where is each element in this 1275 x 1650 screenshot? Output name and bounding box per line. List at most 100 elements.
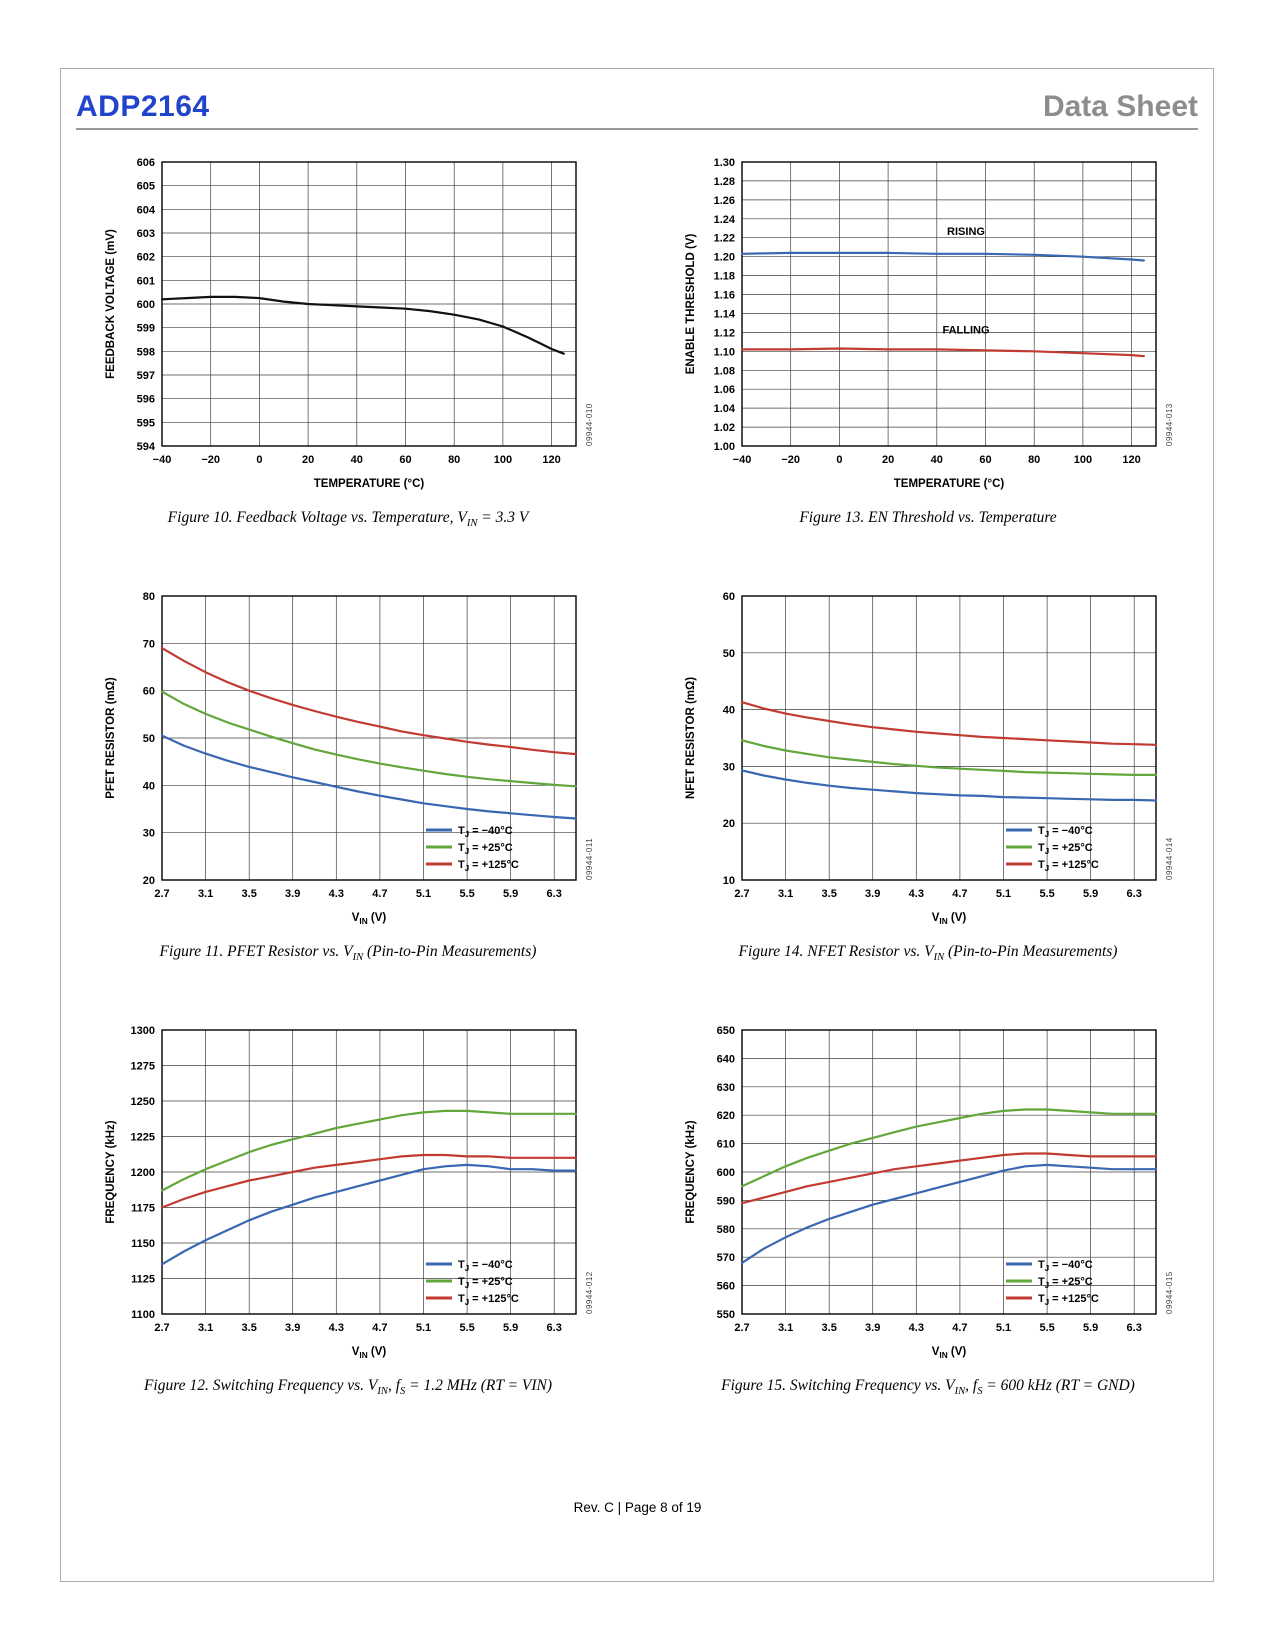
svg-text:3.5: 3.5 <box>242 1322 257 1334</box>
svg-text:602: 602 <box>137 252 155 264</box>
svg-text:80: 80 <box>143 591 155 603</box>
series-tj-plus25 <box>740 1108 1158 1188</box>
legend-label-tj-plus125: TJ = +125°C <box>458 1293 519 1307</box>
svg-text:599: 599 <box>137 323 155 335</box>
part-number-title: ADP2164 <box>76 90 210 123</box>
figure-15: 2.7 3.1 3.5 3.9 4.3 4.7 5.1 5.5 5.9 6.3 550 560 570 5… <box>678 1018 1178 1397</box>
svg-text:1275: 1275 <box>131 1061 155 1073</box>
svg-text:1225: 1225 <box>131 1132 155 1144</box>
plot-frame <box>741 1029 1157 1315</box>
svg-text:10: 10 <box>723 875 735 887</box>
series-tj-minus40 <box>160 734 578 820</box>
svg-text:3.9: 3.9 <box>865 888 880 900</box>
plot-frame <box>161 1029 577 1315</box>
svg-text:650: 650 <box>717 1025 735 1037</box>
svg-text:4.3: 4.3 <box>909 1322 924 1334</box>
svg-text:40: 40 <box>351 454 363 466</box>
series-tj-plus125 <box>160 646 578 756</box>
page-header: ADP2164 Data Sheet <box>76 78 1198 130</box>
plot-frame <box>741 595 1157 881</box>
svg-text:3.5: 3.5 <box>242 888 257 900</box>
svg-text:3.5: 3.5 <box>822 1322 837 1334</box>
svg-text:5.1: 5.1 <box>416 1322 431 1334</box>
y-tick-labels: 1100 1125 1150 1175 1200 1225 1250 1275 1300 <box>131 1025 155 1321</box>
annotation-falling: FALLING <box>942 324 989 336</box>
x-axis-label: VIN (V) <box>352 1346 387 1360</box>
svg-text:30: 30 <box>143 828 155 840</box>
svg-text:3.9: 3.9 <box>285 1322 300 1334</box>
y-axis-label: NFET RESISTOR (mΩ) <box>685 677 697 799</box>
series-lines <box>160 295 565 355</box>
svg-text:1.22: 1.22 <box>714 233 735 245</box>
x-axis-label: VIN (V) <box>352 912 387 926</box>
series-tj-minus40 <box>160 1163 578 1266</box>
watermark-id: 09944-013 <box>1165 403 1174 446</box>
svg-text:610: 610 <box>717 1139 735 1151</box>
svg-text:5.5: 5.5 <box>1039 888 1054 900</box>
x-axis-label: TEMPERATURE (°C) <box>314 478 425 490</box>
svg-text:570: 570 <box>717 1252 735 1264</box>
legend: TJ = −40°C TJ = +25°C TJ = +125°C <box>1006 825 1099 873</box>
svg-text:1.24: 1.24 <box>714 214 736 226</box>
svg-text:595: 595 <box>137 417 155 429</box>
svg-text:3.9: 3.9 <box>285 888 300 900</box>
watermark-id: 09944-014 <box>1165 837 1174 880</box>
svg-text:20: 20 <box>882 454 894 466</box>
svg-text:1250: 1250 <box>131 1096 155 1108</box>
svg-text:6.3: 6.3 <box>547 1322 562 1334</box>
series-tj-plus25 <box>740 739 1158 776</box>
svg-text:6.3: 6.3 <box>547 888 562 900</box>
y-tick-labels: 20 30 40 50 60 70 80 <box>143 591 155 887</box>
x-axis-label: VIN (V) <box>932 1346 967 1360</box>
svg-text:1125: 1125 <box>131 1274 155 1286</box>
watermark-id: 09944-010 <box>585 403 594 446</box>
svg-text:4.3: 4.3 <box>909 888 924 900</box>
legend-label-tj-minus40: TJ = −40°C <box>1038 1259 1093 1273</box>
svg-text:1175: 1175 <box>131 1203 155 1215</box>
svg-text:580: 580 <box>717 1224 735 1236</box>
x-tick-labels: −40 −20 0 20 40 60 80 100 120 <box>153 454 561 466</box>
series-rising <box>740 251 1145 262</box>
svg-text:1100: 1100 <box>131 1309 155 1321</box>
series-tj-plus25 <box>160 1109 578 1192</box>
gridlines <box>741 1029 1156 1315</box>
series-tj-plus125 <box>160 1153 578 1209</box>
svg-text:1.04: 1.04 <box>714 403 736 415</box>
svg-text:40: 40 <box>931 454 943 466</box>
svg-text:70: 70 <box>143 638 155 650</box>
svg-text:100: 100 <box>1074 454 1092 466</box>
gridlines <box>741 595 1156 881</box>
svg-text:590: 590 <box>717 1195 735 1207</box>
svg-text:5.5: 5.5 <box>1039 1322 1054 1334</box>
svg-text:5.9: 5.9 <box>503 1322 518 1334</box>
svg-text:−40: −40 <box>153 454 172 466</box>
svg-text:1.12: 1.12 <box>714 327 735 339</box>
svg-text:2.7: 2.7 <box>734 1322 749 1334</box>
svg-text:−40: −40 <box>733 454 752 466</box>
svg-text:5.9: 5.9 <box>1083 1322 1098 1334</box>
series-tj-plus125 <box>740 701 1158 746</box>
figure-11-plot: 2.7 3.1 3.5 3.9 4.3 4.7 5.1 5.5 5.9 6.3 20 30 40 50 60… <box>105 591 594 926</box>
series-feedback-voltage <box>160 295 565 355</box>
svg-text:5.9: 5.9 <box>503 888 518 900</box>
svg-text:1.08: 1.08 <box>714 365 735 377</box>
svg-text:40: 40 <box>143 780 155 792</box>
x-tick-labels: 2.7 3.1 3.5 3.9 4.3 4.7 5.1 5.5 5.9 6.3 <box>154 888 561 900</box>
legend: TJ = −40°C TJ = +25°C TJ = +125°C <box>426 825 519 873</box>
svg-text:4.7: 4.7 <box>952 888 967 900</box>
svg-text:4.3: 4.3 <box>329 888 344 900</box>
doc-type-label: Data Sheet <box>1042 90 1198 123</box>
svg-text:1.20: 1.20 <box>714 252 735 264</box>
series-tj-plus125 <box>740 1152 1158 1205</box>
svg-text:60: 60 <box>979 454 991 466</box>
plot-frame <box>741 161 1157 447</box>
svg-text:1.26: 1.26 <box>714 195 735 207</box>
svg-text:4.7: 4.7 <box>372 888 387 900</box>
svg-text:5.5: 5.5 <box>459 1322 474 1334</box>
svg-text:1200: 1200 <box>131 1167 155 1179</box>
svg-text:6.3: 6.3 <box>1127 888 1142 900</box>
legend-label-tj-plus25: TJ = +25°C <box>1038 1276 1093 1290</box>
svg-text:560: 560 <box>717 1281 735 1293</box>
annotation-rising: RISING <box>947 226 985 238</box>
figure-14-plot: 2.7 3.1 3.5 3.9 4.3 4.7 5.1 5.5 5.9 6.3 10 20 30 40 50… <box>685 591 1174 926</box>
